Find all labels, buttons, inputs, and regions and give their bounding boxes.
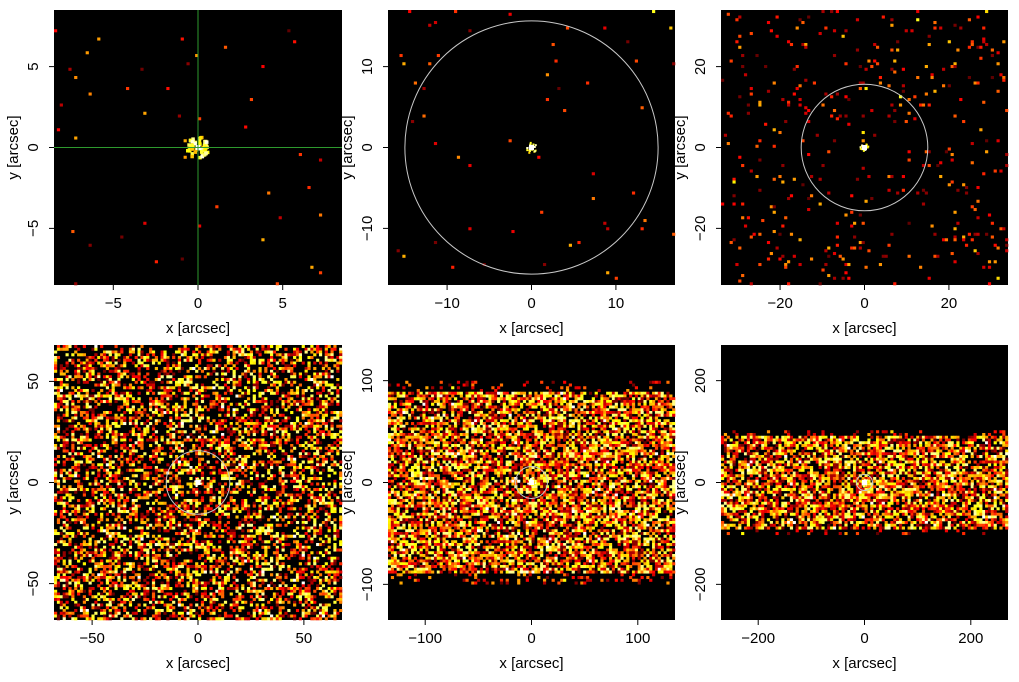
y-tick-label: 20 — [692, 58, 709, 75]
y-axis-label: y [arcsec] — [5, 115, 22, 179]
x-axis-label: x [arcsec] — [166, 655, 230, 672]
x-tick-label: −5 — [105, 295, 122, 312]
panel-6: −200 0 200 −200 0 200 x [arcsec] y [arcsec] — [672, 345, 1009, 672]
x-tick-label: −10 — [434, 295, 459, 312]
y-tick-label: −5 — [25, 220, 42, 237]
y-tick-label: 0 — [692, 478, 709, 486]
y-tick-label: 5 — [25, 62, 42, 70]
source-blob — [526, 141, 537, 154]
y-tick-label: 0 — [25, 143, 42, 151]
y-tick-label: −200 — [692, 567, 709, 601]
y-axis-label: y [arcsec] — [339, 115, 356, 179]
counts-field — [54, 29, 323, 286]
x-axis-label: x [arcsec] — [832, 320, 896, 337]
y-tick-label: −20 — [692, 216, 709, 241]
x-axis-label: x [arcsec] — [166, 320, 230, 337]
y-tick-label: 100 — [359, 368, 376, 393]
x-tick-label: 0 — [194, 295, 202, 312]
panel-1: −5 0 5 −5 0 5 x [arcsec] y [arcsec] — [5, 10, 342, 337]
x-tick-label: 0 — [194, 630, 202, 647]
x-tick-label: 0 — [860, 295, 868, 312]
x-tick-label: 5 — [279, 295, 287, 312]
source-blob — [527, 477, 537, 487]
counts-field — [721, 430, 1009, 536]
counts-field — [396, 10, 676, 280]
counts-field — [388, 380, 676, 585]
y-axis-label: y [arcsec] — [339, 450, 356, 514]
y-axis-label: y [arcsec] — [672, 115, 689, 179]
panel-4: −50 0 50 −50 0 50 x [arcsec] y [arcsec] — [5, 345, 343, 672]
y-tick-label: −10 — [359, 216, 376, 241]
x-tick-label: 20 — [941, 295, 958, 312]
extraction-circle — [856, 474, 873, 491]
y-tick-label: 50 — [25, 373, 42, 390]
y-tick-label: −100 — [359, 567, 376, 601]
extraction-circle — [800, 83, 929, 212]
x-tick-label: 10 — [608, 295, 625, 312]
counts-field — [721, 10, 1009, 286]
extraction-circle — [404, 20, 659, 275]
x-axis-label: x [arcsec] — [832, 655, 896, 672]
x-tick-label: 0 — [527, 295, 535, 312]
source-blob — [860, 478, 870, 488]
x-tick-label: −100 — [408, 630, 442, 647]
x-tick-label: −20 — [767, 295, 792, 312]
panel-5: −100 0 100 −100 0 100 x [arcsec] y [arcsec] — [339, 345, 676, 672]
y-tick-label: −50 — [25, 571, 42, 596]
source-blob — [193, 477, 203, 488]
y-tick-label: 0 — [692, 143, 709, 151]
y-tick-label: 0 — [25, 478, 42, 486]
counts-field — [54, 345, 343, 621]
x-tick-label: 0 — [527, 630, 535, 647]
x-tick-label: 50 — [296, 630, 313, 647]
y-axis-label: y [arcsec] — [5, 450, 22, 514]
y-tick-label: 10 — [359, 58, 376, 75]
extraction-circle — [165, 450, 231, 515]
x-tick-label: 0 — [860, 630, 868, 647]
y-tick-label: 200 — [692, 368, 709, 393]
x-tick-label: −200 — [741, 630, 775, 647]
x-axis-label: x [arcsec] — [499, 655, 563, 672]
y-axis-label: y [arcsec] — [672, 450, 689, 514]
y-tick-label: 0 — [359, 143, 376, 151]
x-tick-label: 100 — [625, 630, 650, 647]
x-axis-label: x [arcsec] — [499, 320, 563, 337]
x-tick-label: 200 — [958, 630, 983, 647]
panel-2: −10 0 10 −10 0 10 x [arcsec] y [arcsec] — [339, 10, 676, 337]
y-tick-label: 0 — [359, 478, 376, 486]
extraction-circle — [515, 466, 548, 499]
x-tick-label: −50 — [79, 630, 104, 647]
source-blob — [859, 143, 870, 152]
panel-3: −20 0 20 −20 0 20 x [arcsec] y [arcsec] — [672, 10, 1009, 337]
